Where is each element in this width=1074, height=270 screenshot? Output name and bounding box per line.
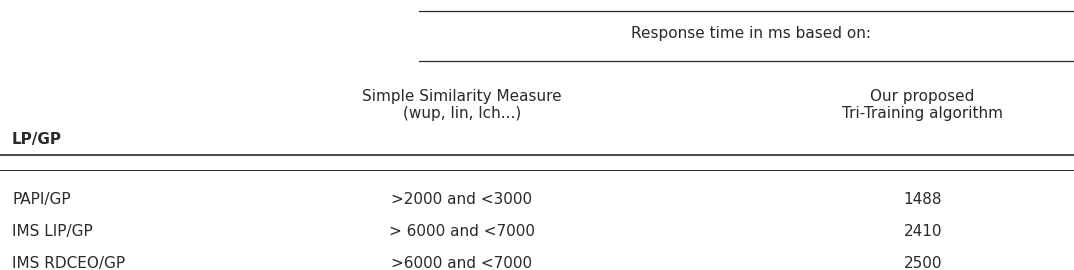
Text: IMS LIP/GP: IMS LIP/GP [12,224,92,239]
Text: PAPI/GP: PAPI/GP [12,192,71,207]
Text: Response time in ms based on:: Response time in ms based on: [632,26,871,41]
Text: > 6000 and <7000: > 6000 and <7000 [389,224,535,239]
Text: Simple Similarity Measure
(wup, lin, lch...): Simple Similarity Measure (wup, lin, lch… [362,89,562,122]
Text: >2000 and <3000: >2000 and <3000 [391,192,533,207]
Text: >6000 and <7000: >6000 and <7000 [391,256,533,270]
Text: 2500: 2500 [903,256,942,270]
Text: Our proposed
Tri-Training algorithm: Our proposed Tri-Training algorithm [842,89,1003,122]
Text: LP/GP: LP/GP [12,132,62,147]
Text: 1488: 1488 [903,192,942,207]
Text: IMS RDCEO/GP: IMS RDCEO/GP [12,256,126,270]
Text: 2410: 2410 [903,224,942,239]
